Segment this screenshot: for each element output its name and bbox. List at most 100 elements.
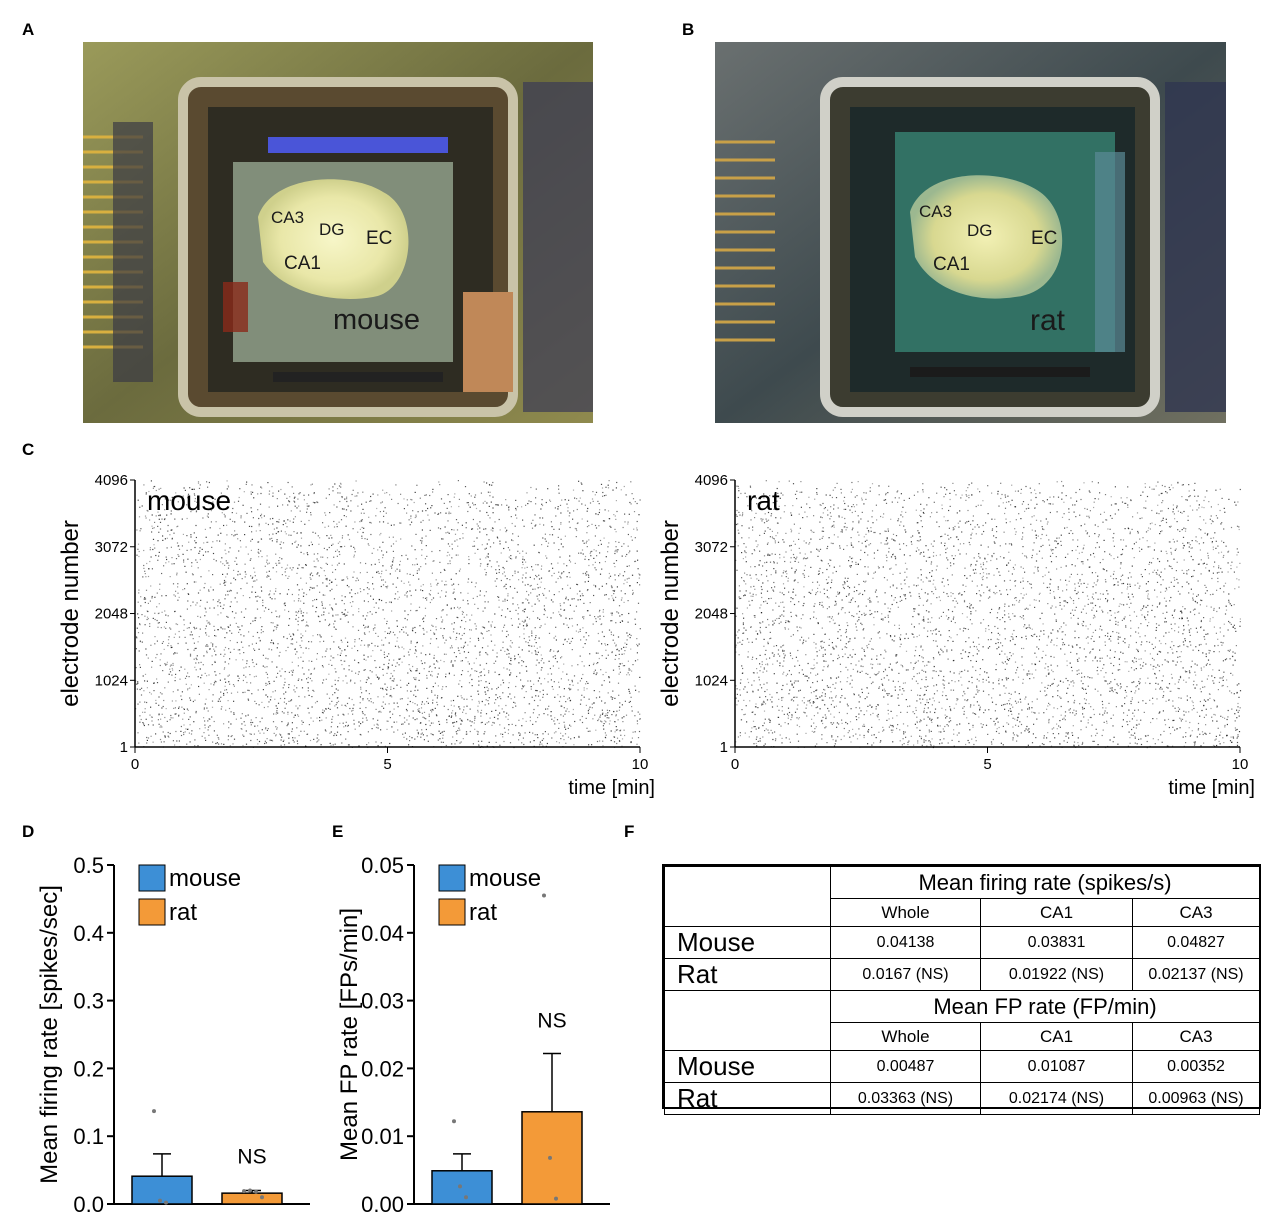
spike-dot xyxy=(479,654,481,656)
spike-dot xyxy=(626,578,628,580)
spike-dot xyxy=(543,608,546,610)
spike-dot xyxy=(479,531,481,533)
spike-dot xyxy=(382,541,384,543)
spike-dot xyxy=(396,662,398,664)
spike-dot xyxy=(561,588,564,590)
spike-dot xyxy=(343,668,345,670)
spike-dot xyxy=(538,714,540,716)
spike-dot xyxy=(608,577,610,579)
spike-dot xyxy=(248,525,251,527)
spike-dot xyxy=(299,644,301,647)
spike-dot xyxy=(472,502,474,504)
spike-dot xyxy=(224,516,226,518)
spike-dot xyxy=(582,540,584,542)
spike-dot xyxy=(620,489,622,491)
spike-dot xyxy=(618,668,621,670)
spike-dot xyxy=(557,506,559,508)
spike-dot xyxy=(502,679,504,681)
spike-dot xyxy=(136,529,138,531)
spike-dot xyxy=(475,582,477,584)
spike-dot xyxy=(248,666,250,668)
spike-dot xyxy=(360,591,362,593)
spike-dot xyxy=(579,590,581,592)
spike-dot xyxy=(489,484,491,486)
spike-dot xyxy=(321,603,323,605)
spike-dot xyxy=(525,598,527,600)
spike-dot xyxy=(627,621,629,623)
spike-dot xyxy=(422,645,424,647)
spike-dot xyxy=(542,738,545,740)
spike-dot xyxy=(558,549,560,551)
spike-dot xyxy=(261,701,263,703)
spike-dot xyxy=(306,552,308,554)
spike-dot xyxy=(767,511,770,514)
spike-dot xyxy=(183,559,185,561)
spike-dot xyxy=(571,617,573,620)
spike-dot xyxy=(430,674,432,676)
spike-dot xyxy=(506,630,508,632)
spike-dot xyxy=(744,713,746,715)
spike-dot xyxy=(471,721,473,723)
spike-dot xyxy=(137,732,139,734)
spike-dot xyxy=(560,615,562,617)
spike-dot xyxy=(410,670,412,672)
spike-dot xyxy=(253,733,255,735)
spike-dot xyxy=(302,635,304,637)
spike-dot xyxy=(900,514,902,516)
spike-dot xyxy=(445,512,447,514)
spike-dot xyxy=(583,602,585,604)
spike-dot xyxy=(407,697,409,699)
spike-dot xyxy=(151,568,153,570)
spike-dot xyxy=(400,493,402,495)
spike-dot xyxy=(457,729,459,732)
spike-dot xyxy=(178,555,180,557)
spike-dot xyxy=(365,626,367,628)
spike-dot xyxy=(475,625,477,627)
spike-dot xyxy=(205,611,207,613)
spike-dot xyxy=(561,499,563,501)
spike-dot xyxy=(599,609,601,611)
spike-dot xyxy=(183,708,185,710)
spike-dot xyxy=(986,577,988,579)
spike-dot xyxy=(505,588,507,590)
spike-dot xyxy=(920,569,922,571)
spike-dot xyxy=(623,716,625,718)
spike-dot xyxy=(387,522,389,524)
spike-dot xyxy=(290,534,292,536)
spike-dot xyxy=(296,727,298,729)
spike-dot xyxy=(371,552,373,554)
spike-dot xyxy=(475,657,477,660)
spike-dot xyxy=(430,507,432,509)
spike-dot xyxy=(821,695,823,697)
spike-dot xyxy=(352,707,354,709)
spike-dot xyxy=(515,724,517,727)
spike-dot xyxy=(171,557,173,559)
spike-dot xyxy=(955,494,957,496)
spike-dot xyxy=(512,734,514,736)
spike-dot xyxy=(433,632,435,634)
spike-dot xyxy=(588,708,590,710)
spike-dot xyxy=(1093,501,1095,503)
spike-dot xyxy=(393,524,395,526)
spike-dot xyxy=(1177,481,1179,483)
spike-dot xyxy=(540,683,542,685)
spike-dot xyxy=(146,736,148,739)
spike-dot xyxy=(339,492,341,494)
spike-dot xyxy=(285,650,287,652)
spike-dot xyxy=(608,598,610,600)
spike-dot xyxy=(150,644,152,646)
spike-dot xyxy=(187,558,189,560)
spike-dot xyxy=(627,660,629,662)
spike-dot xyxy=(580,482,582,484)
spike-dot xyxy=(177,501,179,503)
spike-dot xyxy=(604,736,606,738)
spike-dot xyxy=(537,705,539,707)
spike-dot xyxy=(166,661,168,663)
spike-dot xyxy=(190,511,192,513)
spike-dot xyxy=(223,579,226,582)
spike-dot xyxy=(919,539,922,541)
spike-dot xyxy=(453,622,455,624)
spike-dot xyxy=(208,734,210,736)
spike-dot xyxy=(567,679,570,681)
spike-dot xyxy=(1134,732,1136,734)
